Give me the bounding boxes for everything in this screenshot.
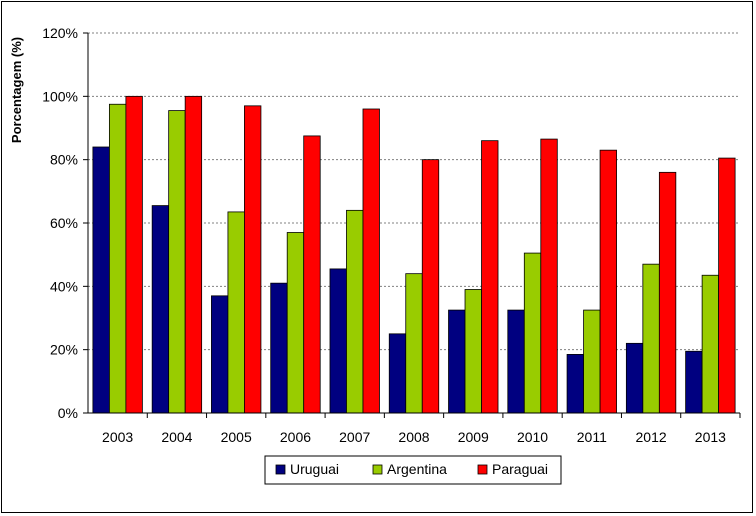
x-tick-label: 2008 bbox=[398, 429, 429, 445]
x-tick-label: 2003 bbox=[102, 429, 133, 445]
legend-label-argentina: Argentina bbox=[387, 461, 447, 477]
x-tick-label: 2010 bbox=[517, 429, 548, 445]
x-tick-label: 2006 bbox=[280, 429, 311, 445]
legend-swatch-paraguai bbox=[477, 464, 488, 475]
bar-paraguai-2013 bbox=[718, 157, 736, 414]
bar-argentina-2008 bbox=[405, 273, 423, 414]
x-tick-label: 2007 bbox=[339, 429, 370, 445]
bar-argentina-2004 bbox=[168, 110, 186, 414]
legend-label-paraguai: Paraguai bbox=[492, 461, 548, 477]
bar-paraguai-2012 bbox=[658, 171, 677, 414]
bar-paraguai-2009 bbox=[481, 140, 499, 414]
bar-uruguai-2005 bbox=[211, 295, 229, 414]
legend: Uruguai Argentina Paraguai bbox=[264, 455, 562, 485]
legend-box bbox=[264, 455, 562, 485]
bar-uruguai-2011 bbox=[566, 354, 584, 414]
bar-uruguai-2012 bbox=[625, 342, 644, 414]
legend-label-uruguai: Uruguai bbox=[290, 461, 339, 477]
bar-uruguai-2013 bbox=[685, 350, 703, 414]
bar-uruguai-2004 bbox=[151, 205, 170, 414]
bar-uruguai-2008 bbox=[388, 333, 407, 414]
bar-argentina-2003 bbox=[108, 103, 127, 414]
y-axis-title: Porcentagem (%) bbox=[9, 37, 24, 143]
x-tick-label: 2004 bbox=[161, 429, 192, 445]
bar-uruguai-2003 bbox=[92, 146, 110, 414]
y-tick-label: 120% bbox=[42, 25, 78, 41]
bar-paraguai-2010 bbox=[540, 138, 558, 414]
bar-paraguai-2005 bbox=[244, 105, 262, 414]
x-tick-label: 2009 bbox=[458, 429, 489, 445]
bar-argentina-2009 bbox=[464, 289, 482, 414]
bar-argentina-2006 bbox=[286, 232, 305, 414]
bar-argentina-2012 bbox=[642, 263, 660, 414]
legend-swatch-uruguai bbox=[275, 464, 286, 475]
bar-argentina-2011 bbox=[583, 309, 601, 414]
bar-argentina-2007 bbox=[346, 209, 364, 414]
y-tick-label: 40% bbox=[50, 278, 78, 294]
bar-paraguai-2006 bbox=[303, 135, 321, 414]
y-tick-label: 100% bbox=[42, 88, 78, 104]
bar-argentina-2013 bbox=[701, 274, 720, 414]
x-tick-labels: 2003 2004 2005 2006 2007 2008 2009 2010 2011 2012… bbox=[102, 413, 741, 445]
bars bbox=[92, 95, 736, 414]
bar-paraguai-2003 bbox=[125, 95, 143, 414]
legend-swatch-argentina bbox=[372, 464, 383, 475]
y-tick-label: 60% bbox=[50, 215, 78, 231]
y-tick-label: 20% bbox=[50, 342, 78, 358]
x-tick-label: 2005 bbox=[221, 429, 252, 445]
bar-paraguai-2004 bbox=[184, 95, 203, 414]
y-tick-label: 0% bbox=[58, 405, 78, 421]
bar-uruguai-2006 bbox=[270, 282, 288, 414]
bar-uruguai-2007 bbox=[329, 268, 347, 414]
bar-paraguai-2007 bbox=[362, 108, 380, 414]
x-tick-label: 2013 bbox=[695, 429, 726, 445]
bar-argentina-2005 bbox=[227, 211, 245, 414]
bar-paraguai-2011 bbox=[599, 149, 617, 414]
y-tick-label: 80% bbox=[50, 152, 78, 168]
x-tick-label: 2011 bbox=[577, 429, 607, 445]
bar-argentina-2010 bbox=[523, 252, 542, 414]
bar-uruguai-2009 bbox=[448, 309, 466, 414]
x-tick-label: 2012 bbox=[636, 429, 667, 445]
bar-paraguai-2008 bbox=[421, 159, 440, 414]
bar-uruguai-2010 bbox=[507, 309, 525, 414]
y-tick-labels: 0% 20% 40% 60% 80% 100% 120% bbox=[42, 25, 88, 421]
